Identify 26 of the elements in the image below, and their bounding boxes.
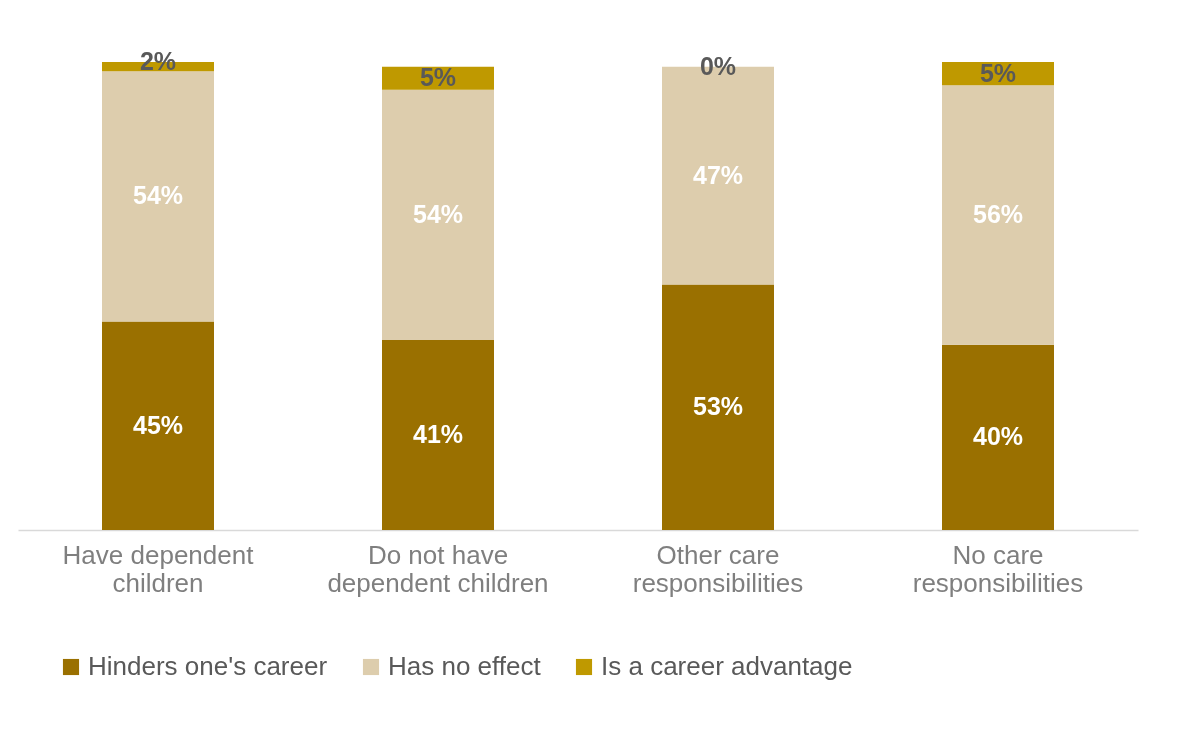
data-label: 47%: [692, 160, 744, 189]
bar: [102, 71, 214, 322]
bar: [382, 340, 494, 530]
x-tick-label: No care responsibilities: [912, 539, 1084, 598]
bar: [942, 85, 1054, 345]
legend-label: Hinders one's career: [88, 651, 328, 681]
bar: [662, 284, 774, 530]
legend-label: Has no effect: [388, 651, 542, 681]
data-label: 54%: [132, 181, 184, 210]
data-label: 56%: [972, 199, 1024, 228]
data-label: 5%: [979, 58, 1017, 87]
data-label: 0%: [699, 51, 737, 80]
data-label: 54%: [412, 199, 464, 228]
data-label: 53%: [692, 392, 744, 421]
bar: [382, 89, 494, 341]
x-tick-label: Other care responsibilities: [632, 539, 804, 598]
legend-label: Is a career advantage: [601, 651, 853, 681]
bar: [942, 344, 1054, 530]
x-tick-label: Do not have dependent children: [327, 539, 549, 598]
data-label: 5%: [419, 63, 457, 92]
x-tick-label: Have dependent children: [62, 539, 255, 598]
data-label: 41%: [412, 420, 464, 449]
bar: [102, 321, 214, 530]
data-label: 40%: [972, 422, 1024, 451]
data-label: 45%: [132, 410, 184, 439]
data-label: 2%: [139, 47, 177, 75]
